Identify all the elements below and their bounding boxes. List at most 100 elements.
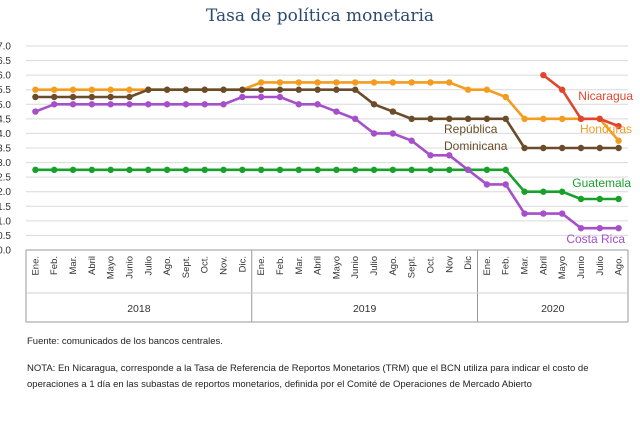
data-point — [295, 166, 302, 174]
data-point — [408, 166, 415, 174]
data-point — [352, 79, 359, 86]
data-point — [88, 166, 96, 174]
data-point — [389, 108, 397, 115]
x-tick-label: Junio — [576, 256, 587, 279]
data-point — [408, 137, 415, 144]
axes: 0.0 0.5 1.0 1.5 2.0 2.5 3.0 3.5 4.0 4.5 5.0 5.5 6.0 6… — [0, 42, 629, 323]
data-point — [69, 93, 77, 101]
x-tick-label: Feb. — [275, 256, 286, 275]
y-tick-label: 1.0 — [0, 216, 11, 227]
data-point — [446, 115, 453, 123]
data-point — [107, 101, 114, 108]
x-tick-label: Oct. — [200, 256, 211, 273]
data-point — [502, 93, 509, 101]
data-point — [427, 152, 434, 159]
data-point — [464, 115, 472, 123]
x-tick-label: Feb. — [49, 256, 60, 275]
data-point — [333, 166, 340, 174]
data-point — [126, 101, 133, 108]
data-point — [615, 144, 622, 152]
series-line — [35, 168, 619, 201]
data-point — [276, 79, 284, 86]
data-point — [51, 86, 58, 93]
data-point — [483, 166, 491, 174]
data-point — [615, 224, 622, 232]
x-tick-label: Ago. — [162, 256, 173, 276]
y-tick-label: 2.5 — [0, 173, 11, 184]
data-point — [163, 101, 171, 108]
x-tick-label: Ago. — [388, 256, 399, 276]
data-point — [51, 166, 58, 174]
x-tick-label: Julio — [143, 256, 154, 276]
chart-title: Tasa de política monetaria — [205, 6, 435, 26]
data-point — [558, 86, 566, 93]
series-labels: Honduras República Dominicana Guatemala Cost… — [444, 89, 633, 246]
data-point — [615, 195, 622, 203]
data-point — [32, 108, 39, 115]
data-point — [370, 130, 378, 137]
y-tick-label: 5.0 — [0, 100, 11, 111]
data-point — [107, 166, 114, 174]
data-point — [314, 101, 321, 108]
series-line — [35, 81, 620, 142]
data-point — [464, 166, 472, 174]
source-note: Fuente: comunicados de los bancos centra… — [27, 336, 223, 347]
data-point — [427, 79, 434, 86]
x-tick-label: Abril — [313, 256, 324, 275]
x-tick-label: Abril — [87, 256, 98, 275]
data-point — [182, 101, 190, 108]
data-point — [483, 86, 491, 93]
data-point — [502, 166, 509, 174]
data-point — [521, 210, 528, 217]
series-label: Costa Rica — [566, 232, 625, 246]
data-point — [427, 166, 434, 174]
data-point — [558, 210, 566, 217]
data-point — [239, 93, 246, 101]
data-point — [464, 86, 472, 93]
x-tick-label: Sept. — [407, 256, 418, 278]
data-point — [540, 210, 547, 217]
data-point — [145, 86, 152, 93]
data-point — [502, 115, 509, 123]
data-point — [257, 79, 265, 86]
data-point — [446, 79, 453, 86]
data-point — [69, 166, 77, 174]
x-tick-label: Sept. — [181, 256, 192, 278]
year-label: 2018 — [127, 303, 151, 315]
series-label: Honduras — [580, 122, 632, 136]
y-tick-label: 2.0 — [0, 187, 11, 198]
data-point — [32, 86, 39, 93]
line-chart: 0.0 0.5 1.0 1.5 2.0 2.5 3.0 3.5 4.0 4.5 5.0 5.5 6.0 6… — [0, 42, 633, 323]
data-point — [558, 188, 566, 195]
data-point — [446, 166, 453, 174]
data-point — [370, 101, 378, 108]
data-point — [276, 166, 284, 174]
data-point — [220, 166, 227, 174]
data-point — [88, 101, 96, 108]
data-point — [201, 166, 208, 174]
data-point — [276, 93, 284, 101]
data-point — [32, 166, 39, 174]
y-tick-label: 4.0 — [0, 129, 11, 140]
x-tick-label: Mayo — [331, 256, 342, 279]
data-point — [521, 115, 528, 123]
x-tick-label: Julio — [595, 256, 606, 276]
data-point — [521, 188, 528, 195]
data-point — [389, 166, 397, 174]
data-point — [502, 181, 509, 188]
data-point — [540, 144, 547, 152]
data-point — [540, 188, 547, 195]
data-point — [314, 86, 321, 93]
data-point — [257, 93, 265, 101]
data-point — [126, 86, 133, 93]
x-tick-label: Nov. — [219, 256, 230, 275]
y-tick-label: 7.0 — [0, 42, 11, 53]
data-point — [446, 152, 453, 159]
series-label: República — [444, 122, 498, 136]
data-point — [521, 144, 528, 152]
data-point — [182, 166, 190, 174]
data-point — [126, 166, 133, 174]
data-point — [333, 108, 340, 115]
x-tick-label: Mar. — [520, 256, 531, 274]
data-point — [427, 115, 434, 123]
